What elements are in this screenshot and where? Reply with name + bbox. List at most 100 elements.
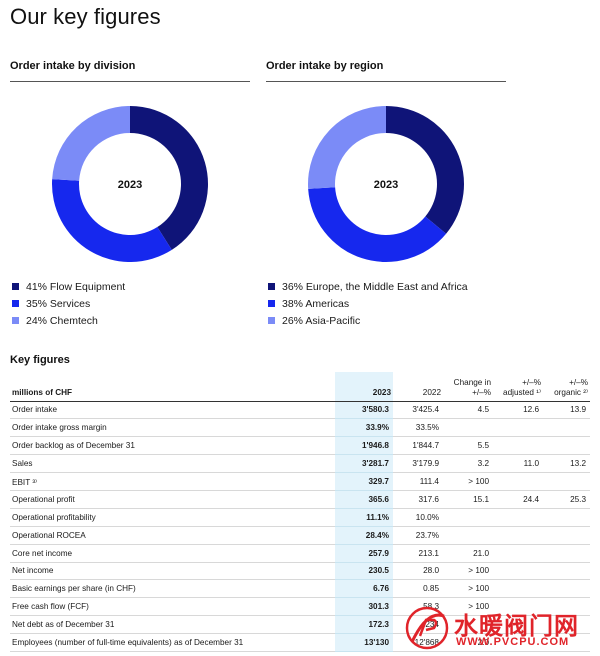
row-label: Order intake — [10, 401, 335, 420]
table-cell — [493, 472, 543, 491]
table-row: EBIT ³⁾ 329.7 111.4 > 100 — [10, 472, 590, 491]
donut-slice-3 — [308, 106, 386, 189]
legend-label: 38% Americas — [282, 297, 350, 310]
table-cell: 24.4 — [493, 490, 543, 509]
table-cell — [543, 544, 590, 563]
table-cell: 28.0 — [393, 562, 443, 581]
table-cell — [443, 418, 493, 438]
legend-label: 41% Flow Equipment — [26, 280, 126, 293]
donut-chart-division: 2023 — [52, 106, 208, 262]
table-cell: 28.4% — [335, 526, 393, 545]
legend-swatch — [12, 300, 19, 307]
donut-slice-3 — [52, 106, 130, 181]
table-cell: > 100 — [443, 472, 493, 491]
donut-slice-1 — [130, 106, 208, 250]
legend-item: 26% Asia-Pacific — [268, 312, 508, 329]
table-cell — [543, 472, 590, 491]
donut-slice-1 — [386, 106, 464, 234]
table-cell — [493, 597, 543, 617]
row-label: Order backlog as of December 31 — [10, 436, 335, 456]
table-cell — [443, 526, 493, 545]
table-row: Core net income 257.9 213.1 21.0 — [10, 544, 590, 563]
header-adjusted: +/–% adjusted ¹⁾ — [493, 372, 543, 402]
table-cell: 1'844.7 — [393, 436, 443, 456]
legend-item: 24% Chemtech — [12, 312, 252, 329]
table-cell — [543, 562, 590, 581]
table-cell — [443, 508, 493, 527]
header-unit: millions of CHF — [10, 372, 335, 402]
header-change: Change in +/–% — [443, 372, 493, 402]
row-label: Order intake gross margin — [10, 418, 335, 438]
table-row: Operational profitability 11.1% 10.0% — [10, 508, 590, 527]
table-cell: 13.2 — [543, 454, 590, 474]
table-cell — [543, 615, 590, 635]
table-cell — [543, 633, 590, 652]
table-cell — [493, 436, 543, 456]
table-cell: 2.0 — [443, 633, 493, 652]
table-cell: 0.85 — [393, 579, 443, 599]
table-cell: 13'130 — [335, 633, 393, 652]
table-cell: 172.3 — [335, 615, 393, 635]
row-label: Free cash flow (FCF) — [10, 597, 335, 617]
table-cell — [543, 597, 590, 617]
chart-title-division: Order intake by division — [10, 60, 250, 82]
table-cell: > 100 — [443, 579, 493, 599]
table-cell: 33.5% — [393, 418, 443, 438]
table-cell — [493, 615, 543, 635]
table-cell: 257.9 — [335, 544, 393, 563]
table-cell: 213.1 — [393, 544, 443, 563]
table-cell: 3'179.9 — [393, 454, 443, 474]
row-label: Sales — [10, 454, 335, 474]
table-row: Employees (number of full-time equivalen… — [10, 633, 590, 652]
legend-swatch — [12, 317, 19, 324]
table-cell: 4.5 — [443, 401, 493, 420]
legend-swatch — [268, 300, 275, 307]
donut-slice-2 — [308, 187, 447, 262]
row-label: Operational profitability — [10, 508, 335, 527]
legend-item: 35% Services — [12, 295, 252, 312]
table-cell — [543, 526, 590, 545]
legend-label: 24% Chemtech — [26, 314, 98, 327]
legend-item: 36% Europe, the Middle East and Africa — [268, 278, 508, 295]
header-2023: 2023 — [335, 372, 393, 402]
header-2022: 2022 — [393, 372, 443, 402]
key-figures-table: millions of CHF 2023 2022 Change in +/–%… — [10, 372, 590, 652]
table-cell — [543, 436, 590, 456]
donut-center-label: 2023 — [374, 179, 398, 191]
table-cell: 58.3 — [393, 597, 443, 617]
table-cell — [543, 508, 590, 527]
table-cell — [443, 615, 493, 635]
row-label: Employees (number of full-time equivalen… — [10, 633, 335, 652]
table-header-row: millions of CHF 2023 2022 Change in +/–%… — [10, 372, 590, 402]
table-cell — [493, 418, 543, 438]
table-cell: 13.9 — [543, 401, 590, 420]
row-label: EBIT ³⁾ — [10, 472, 335, 491]
legend-item: 41% Flow Equipment — [12, 278, 252, 295]
table-cell: 15.1 — [443, 490, 493, 509]
table-cell: 3'281.7 — [335, 454, 393, 474]
table-cell — [543, 579, 590, 599]
table-cell: 6.76 — [335, 579, 393, 599]
table-row: Operational profit 365.6 317.6 15.1 24.4 25.3 — [10, 490, 590, 509]
table-cell: 329.7 — [335, 472, 393, 491]
table-cell: 1'946.8 — [335, 436, 393, 456]
legend-label: 26% Asia-Pacific — [282, 314, 361, 327]
table-cell: > 100 — [443, 597, 493, 617]
table-cell — [493, 544, 543, 563]
table-cell: 10.0% — [393, 508, 443, 527]
table-row: Operational ROCEA 28.4% 23.7% — [10, 526, 590, 545]
table-row: Order intake gross margin 33.9% 33.5% — [10, 418, 590, 438]
legend-label: 36% Europe, the Middle East and Africa — [282, 280, 468, 293]
row-label: Net income — [10, 562, 335, 581]
table-cell: 3.2 — [443, 454, 493, 474]
row-label: Core net income — [10, 544, 335, 563]
row-label: Basic earnings per share (in CHF) — [10, 579, 335, 599]
chart-title-region: Order intake by region — [266, 60, 506, 82]
table-row: Order intake 3'580.3 3'425.4 4.5 12.6 13.9 — [10, 401, 590, 420]
chart-region: Order intake by region 2023 36% Europe, … — [266, 60, 506, 327]
table-cell: 3'580.3 — [335, 401, 393, 420]
key-figures-title: Key figures — [10, 354, 70, 366]
table-cell: 33.9% — [335, 418, 393, 438]
legend-item: 38% Americas — [268, 295, 508, 312]
table-cell: 301.3 — [335, 597, 393, 617]
